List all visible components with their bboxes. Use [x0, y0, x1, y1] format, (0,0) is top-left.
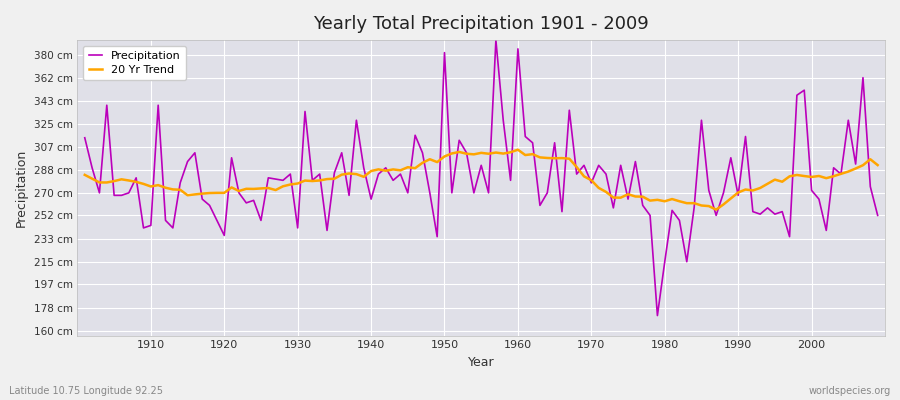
20 Yr Trend [505, 150, 516, 155]
20 Yr Trend [872, 163, 883, 168]
Precipitation [608, 206, 619, 210]
20 Yr Trend [711, 207, 722, 212]
Precipitation [344, 193, 355, 198]
Title: Yearly Total Precipitation 1901 - 2009: Yearly Total Precipitation 1901 - 2009 [313, 15, 649, 33]
20 Yr Trend [138, 182, 148, 186]
Precipitation [872, 213, 883, 218]
Legend: Precipitation, 20 Yr Trend: Precipitation, 20 Yr Trend [83, 46, 186, 80]
Line: Precipitation: Precipitation [85, 40, 878, 316]
Precipitation [491, 38, 501, 42]
Precipitation [512, 46, 523, 51]
20 Yr Trend [520, 153, 531, 158]
20 Yr Trend [300, 178, 310, 183]
Y-axis label: Precipitation: Precipitation [15, 149, 28, 227]
Precipitation [520, 134, 531, 139]
Text: Latitude 10.75 Longitude 92.25: Latitude 10.75 Longitude 92.25 [9, 386, 163, 396]
Precipitation [138, 226, 148, 230]
20 Yr Trend [512, 147, 523, 152]
Precipitation [300, 109, 310, 114]
Text: worldspecies.org: worldspecies.org [809, 386, 891, 396]
Precipitation [652, 313, 662, 318]
Precipitation [79, 135, 90, 140]
20 Yr Trend [344, 171, 355, 176]
20 Yr Trend [608, 195, 619, 200]
X-axis label: Year: Year [468, 356, 494, 369]
20 Yr Trend [79, 172, 90, 177]
Line: 20 Yr Trend: 20 Yr Trend [85, 150, 878, 210]
